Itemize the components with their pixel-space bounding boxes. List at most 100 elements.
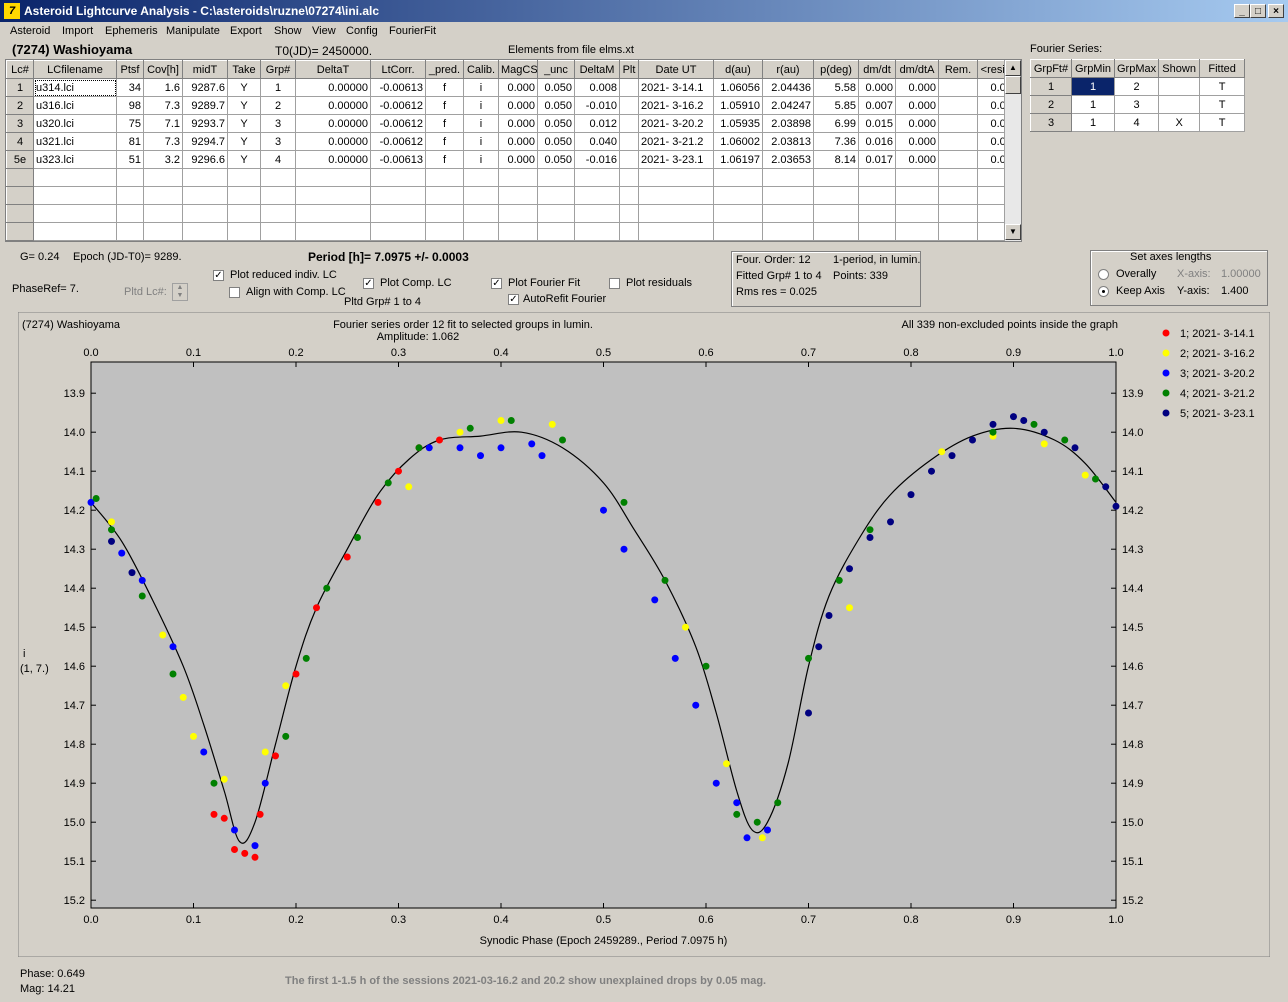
table-cell[interactable]: -0.00612 (370, 132, 426, 151)
keep-axis-radio[interactable] (1098, 286, 1109, 297)
table-cell[interactable] (938, 78, 978, 97)
table-cell[interactable] (260, 168, 296, 187)
table-cell[interactable] (638, 168, 714, 187)
table-cell[interactable]: 0.008 (574, 78, 620, 97)
table-cell[interactable]: 4 (1113, 113, 1160, 132)
table-cell[interactable] (713, 222, 763, 241)
lc-col-header[interactable]: Grp# (260, 60, 296, 79)
overally-radio[interactable] (1098, 269, 1109, 280)
table-cell[interactable] (638, 222, 714, 241)
table-cell[interactable]: 0.012 (574, 114, 620, 133)
table-cell[interactable] (938, 186, 978, 205)
table-cell[interactable] (813, 168, 859, 187)
table-cell[interactable]: 9289.7 (182, 96, 228, 115)
table-cell[interactable] (938, 222, 978, 241)
table-cell[interactable] (463, 222, 499, 241)
table-cell[interactable]: 5.85 (813, 96, 859, 115)
table-cell[interactable] (143, 168, 183, 187)
scroll-thumb[interactable] (1005, 76, 1021, 94)
table-cell[interactable]: f (425, 114, 464, 133)
table-cell[interactable]: 0.007 (858, 96, 896, 115)
fourier-col-header[interactable]: GrpMin (1071, 59, 1115, 78)
table-cell[interactable] (425, 186, 464, 205)
table-cell[interactable]: u314.lci (33, 78, 117, 97)
autorefit-checkbox[interactable]: ✓ (508, 294, 519, 305)
row-header[interactable]: 3 (6, 114, 34, 133)
menu-export[interactable]: Export (230, 25, 262, 37)
table-cell[interactable]: 3 (260, 132, 296, 151)
table-cell[interactable]: 1.6 (143, 78, 183, 97)
table-cell[interactable]: 2021- 3-14.1 (638, 78, 714, 97)
table-cell[interactable] (619, 132, 639, 151)
table-cell[interactable] (619, 150, 639, 169)
table-cell[interactable]: 2.04436 (762, 78, 814, 97)
table-cell[interactable]: u323.lci (33, 150, 117, 169)
table-cell[interactable] (895, 222, 939, 241)
table-cell[interactable]: 2021- 3-21.2 (638, 132, 714, 151)
table-cell[interactable]: 3.2 (143, 150, 183, 169)
table-cell[interactable] (33, 222, 117, 241)
table-cell[interactable] (260, 186, 296, 205)
table-cell[interactable]: 0.00000 (295, 96, 371, 115)
table-cell[interactable]: 0.000 (858, 78, 896, 97)
table-cell[interactable] (537, 204, 575, 223)
table-cell[interactable] (260, 204, 296, 223)
lc-col-header[interactable]: DeltaT (295, 60, 371, 79)
table-row[interactable]: 4 u321.lci 81 7.3 9294.7 Y 3 0.00000 -0.00612 f i 0… (6, 132, 1021, 151)
row-header[interactable]: 1 (6, 78, 34, 97)
table-cell[interactable] (574, 168, 620, 187)
table-cell[interactable] (143, 204, 183, 223)
row-header[interactable]: 3 (1030, 113, 1072, 132)
table-cell[interactable] (425, 168, 464, 187)
lc-col-header[interactable]: Rem. (938, 60, 978, 79)
table-cell[interactable] (1158, 95, 1201, 114)
table-cell[interactable] (116, 186, 144, 205)
table-cell[interactable]: 1.06002 (713, 132, 763, 151)
table-cell[interactable]: f (425, 78, 464, 97)
menu-asteroid[interactable]: Asteroid (10, 25, 51, 37)
lc-col-header[interactable]: r(au) (762, 60, 814, 79)
row-header[interactable]: 2 (1030, 95, 1072, 114)
lc-col-header[interactable]: DeltaM (574, 60, 620, 79)
table-cell[interactable] (762, 204, 814, 223)
table-cell[interactable] (143, 222, 183, 241)
table-cell[interactable]: 0.050 (537, 78, 575, 97)
table-cell[interactable] (116, 168, 144, 187)
lc-col-header[interactable]: dm/dtA (895, 60, 939, 79)
row-header[interactable]: 4 (6, 132, 34, 151)
table-cell[interactable] (182, 204, 228, 223)
table-cell[interactable] (895, 204, 939, 223)
table-cell[interactable]: 3 (260, 114, 296, 133)
table-cell[interactable]: 0.00000 (295, 132, 371, 151)
table-cell[interactable]: 0.000 (895, 150, 939, 169)
table-cell[interactable]: 0.000 (498, 150, 538, 169)
table-cell[interactable]: 1.05910 (713, 96, 763, 115)
table-cell[interactable] (116, 222, 144, 241)
table-cell[interactable]: -0.010 (574, 96, 620, 115)
row-header[interactable]: 2 (6, 96, 34, 115)
table-row[interactable] (6, 186, 1021, 205)
row-header[interactable]: 1 (1030, 77, 1072, 96)
table-cell[interactable]: 0.00000 (295, 78, 371, 97)
table-cell[interactable] (938, 96, 978, 115)
table-cell[interactable] (537, 222, 575, 241)
row-header[interactable] (6, 222, 34, 241)
table-cell[interactable]: 1 (1071, 77, 1115, 96)
table-cell[interactable] (498, 168, 538, 187)
table-cell[interactable] (227, 168, 261, 187)
table-cell[interactable]: 75 (116, 114, 144, 133)
table-cell[interactable] (713, 168, 763, 187)
table-cell[interactable] (619, 204, 639, 223)
table-cell[interactable]: 9296.6 (182, 150, 228, 169)
table-cell[interactable] (498, 204, 538, 223)
table-cell[interactable] (619, 186, 639, 205)
table-cell[interactable] (227, 204, 261, 223)
table-cell[interactable] (895, 168, 939, 187)
table-cell[interactable]: 0.000 (895, 96, 939, 115)
table-row[interactable]: 5e u323.lci 51 3.2 9296.6 Y 4 0.00000 -0.00613 f i… (6, 150, 1021, 169)
row-header[interactable] (6, 168, 34, 187)
table-cell[interactable] (619, 222, 639, 241)
table-cell[interactable] (938, 150, 978, 169)
table-cell[interactable] (370, 204, 426, 223)
